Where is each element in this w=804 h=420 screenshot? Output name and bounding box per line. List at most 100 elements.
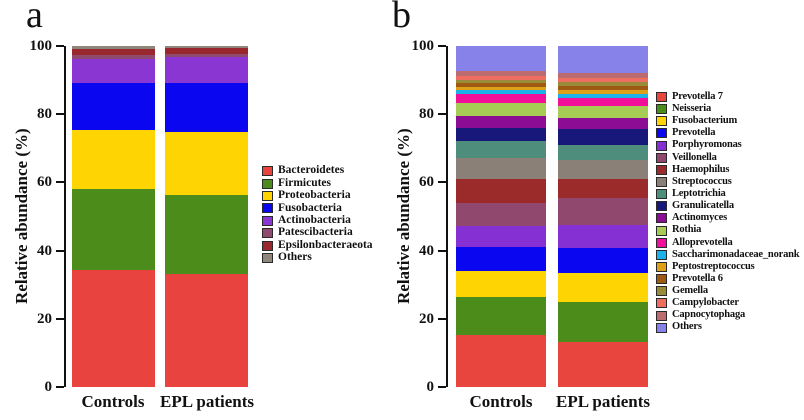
bar-segment-prevotella bbox=[456, 247, 546, 271]
bar-segment-fusobacterium bbox=[558, 273, 648, 303]
bar-segment-bacteroidetes bbox=[72, 270, 155, 387]
legend-item-leptotrichia: Leptotrichia bbox=[656, 188, 799, 200]
bar-segment-prevotella-6 bbox=[456, 82, 546, 87]
bar-segment-epsilonbacteraeota bbox=[165, 47, 248, 54]
legend-swatch-prevotella bbox=[656, 128, 667, 139]
panel-b-letter: b bbox=[392, 0, 411, 36]
legend-label-patescibacteria: Patescibacteria bbox=[278, 226, 353, 239]
legend-label-others: Others bbox=[278, 251, 312, 264]
legend-item-proteobacteria: Proteobacteria bbox=[262, 190, 373, 202]
legend-item-rothia: Rothia bbox=[656, 225, 799, 237]
y-axis-tick-label-100: 100 bbox=[29, 38, 53, 54]
legend-swatch-actinobacteria bbox=[262, 215, 273, 226]
bar-segment-haemophilus bbox=[558, 178, 648, 198]
bar-panel-a-epl-patients bbox=[165, 46, 248, 387]
legend-item-neisseria: Neisseria bbox=[656, 103, 799, 115]
panel-b-plot-area: 0 20 40 60 80 100 bbox=[0, 38, 804, 395]
legend-label-alloprevotella: Alloprevotella bbox=[672, 236, 733, 248]
bar-segment-firmicutes bbox=[165, 194, 248, 274]
legend-swatch-leptotrichia bbox=[656, 189, 667, 200]
legend-swatch-fusobacteria bbox=[262, 203, 273, 214]
y-axis-tick-40 bbox=[438, 249, 446, 252]
legend-swatch-neisseria bbox=[656, 104, 667, 115]
legend-label-others: Others bbox=[672, 321, 702, 333]
legend-label-peptostreptococcus: Peptostreptococcus bbox=[672, 260, 755, 272]
legend-label-bacteroidetes: Bacteroidetes bbox=[278, 164, 345, 177]
legend-item-gemella: Gemella bbox=[656, 285, 799, 297]
bar-segment-rothia bbox=[456, 103, 546, 116]
bar-segment-saccharimonadaceae-norank bbox=[558, 93, 648, 98]
y-axis-tick-0 bbox=[56, 386, 64, 388]
panel-a-x-label-controls: Controls bbox=[81, 392, 145, 411]
panel-a-plot-area: 0 20 40 60 80 100 bbox=[0, 38, 804, 395]
legend-item-actinomyces: Actinomyces bbox=[656, 212, 799, 224]
panel-a-legend: Bacteroidetes Firmicutes Proteobacteria Fus… bbox=[262, 165, 373, 264]
y-axis-tick-20 bbox=[56, 317, 64, 320]
bar-segment-porphyromonas bbox=[558, 224, 648, 249]
legend-swatch-campylobacter bbox=[656, 298, 667, 309]
panel-b-x-label-controls: Controls bbox=[469, 392, 533, 411]
bar-segment-neisseria bbox=[558, 302, 648, 342]
legend-label-proteobacteria: Proteobacteria bbox=[278, 189, 351, 202]
legend-swatch-capnocytophaga bbox=[656, 310, 667, 321]
legend-swatch-firmicutes bbox=[262, 178, 273, 189]
legend-item-streptococcus: Streptococcus bbox=[656, 176, 799, 188]
bar-segment-fusobacteria bbox=[165, 83, 248, 132]
bar-segment-porphyromonas bbox=[456, 225, 546, 248]
legend-label-epsilonbacteraeota: Epsilonbacteraeota bbox=[278, 238, 373, 251]
panel-b-legend: Prevotella 7 Neisseria Fusobacterium Prevot… bbox=[656, 91, 800, 334]
y-axis-tick-80 bbox=[438, 113, 446, 116]
legend-swatch-fusobacterium bbox=[656, 116, 667, 127]
y-axis-tick-label-20: 20 bbox=[419, 310, 434, 327]
legend-label-neisseria: Neisseria bbox=[672, 102, 712, 114]
bar-panel-b-controls bbox=[456, 46, 546, 387]
bar-segment-campylobacter bbox=[558, 78, 648, 83]
legend-item-firmicutes: Firmicutes bbox=[262, 177, 373, 189]
legend-label-actinobacteria: Actinobacteria bbox=[278, 214, 351, 226]
bar-panel-b-epl-patients bbox=[558, 46, 648, 387]
y-axis-tick-label-80: 80 bbox=[419, 106, 434, 123]
bar-segment-prevotella-7 bbox=[456, 334, 546, 387]
y-axis-tick-100 bbox=[438, 45, 446, 47]
panel-b-y-axis-line bbox=[446, 46, 448, 387]
legend-item-prevotella: Prevotella bbox=[656, 127, 799, 139]
bar-segment-others bbox=[558, 46, 648, 74]
legend-item-peptostreptococcus: Peptostreptococcus bbox=[656, 261, 799, 273]
bar-segment-alloprevotella bbox=[558, 97, 648, 106]
legend-swatch-prevotella-7 bbox=[656, 92, 667, 103]
legend-item-fusobacteria: Fusobacteria bbox=[262, 202, 373, 214]
bar-segment-leptotrichia bbox=[558, 144, 648, 161]
legend-swatch-rothia bbox=[656, 225, 667, 236]
y-axis-tick-label-40: 40 bbox=[419, 242, 434, 259]
legend-swatch-streptococcus bbox=[656, 177, 667, 188]
y-axis-tick-label-80: 80 bbox=[37, 106, 52, 123]
bar-segment-neisseria bbox=[456, 296, 546, 335]
bar-segment-campylobacter bbox=[456, 76, 546, 81]
bar-segment-capnocytophaga bbox=[456, 70, 546, 76]
bar-segment-patescibacteria bbox=[72, 54, 155, 59]
bar-segment-rothia bbox=[558, 105, 648, 119]
y-axis-tick-label-60: 60 bbox=[37, 174, 52, 191]
legend-swatch-alloprevotella bbox=[656, 237, 667, 248]
legend-item-haemophilus: Haemophilus bbox=[656, 164, 799, 176]
panel-a-x-label-epl-patients: EPL patients bbox=[160, 392, 254, 411]
bar-segment-alloprevotella bbox=[456, 94, 546, 104]
panel-a-letter: a bbox=[26, 0, 43, 36]
bar-segment-bacteroidetes bbox=[165, 273, 248, 387]
legend-item-saccharimonadaceae-norank: Saccharimonadaceae_norank bbox=[656, 249, 800, 261]
bar-segment-others bbox=[165, 46, 248, 48]
bar-segment-patescibacteria bbox=[165, 53, 248, 57]
legend-label-leptotrichia: Leptotrichia bbox=[672, 187, 726, 199]
legend-item-patescibacteria: Patescibacteria bbox=[262, 227, 373, 239]
legend-swatch-granulicatella bbox=[656, 201, 667, 212]
legend-label-granulicatella: Granulicatella bbox=[672, 200, 734, 212]
y-axis-tick-label-20: 20 bbox=[37, 310, 52, 327]
bar-segment-gemella bbox=[456, 80, 546, 83]
y-axis-tick-0 bbox=[438, 386, 446, 388]
bar-segment-epsilonbacteraeota bbox=[72, 48, 155, 55]
y-axis-tick-20 bbox=[438, 317, 446, 320]
legend-label-prevotella-6: Prevotella 6 bbox=[672, 272, 723, 284]
bar-segment-granulicatella bbox=[456, 128, 546, 142]
bar-segment-streptococcus bbox=[456, 158, 546, 179]
